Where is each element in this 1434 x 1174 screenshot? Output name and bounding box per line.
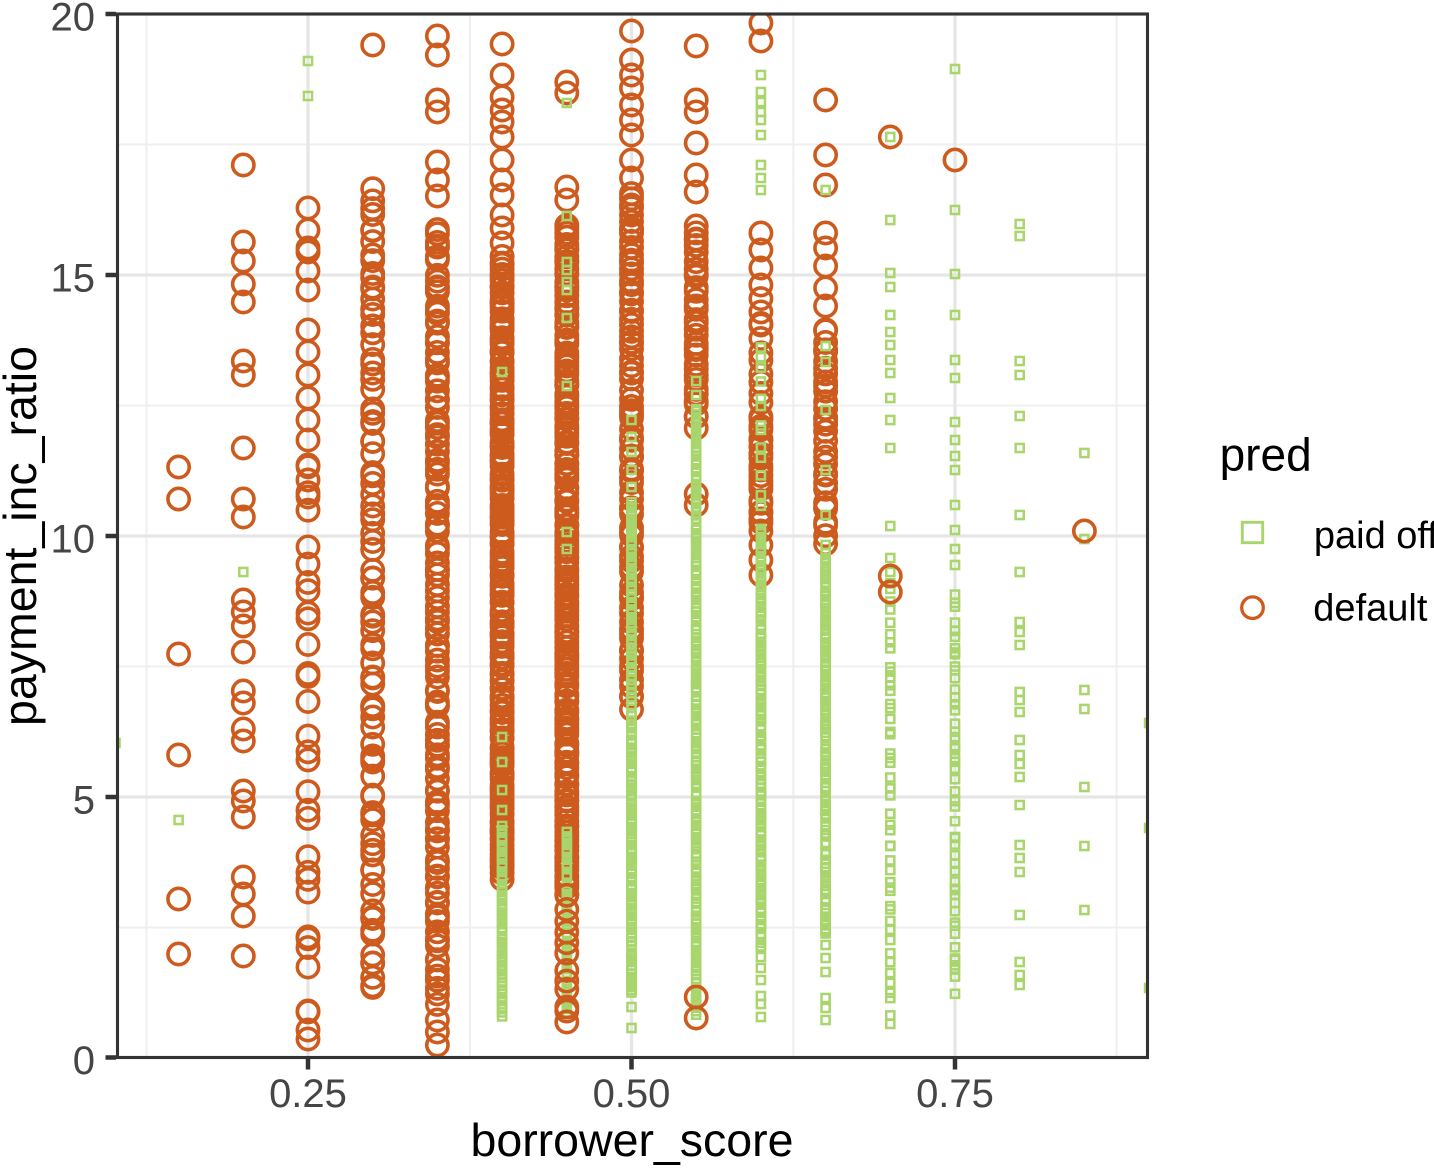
- svg-text:0.25: 0.25: [269, 1072, 347, 1116]
- svg-text:15: 15: [51, 256, 96, 300]
- svg-text:pred: pred: [1220, 429, 1312, 481]
- svg-text:0.75: 0.75: [916, 1072, 994, 1116]
- svg-text:default: default: [1313, 588, 1428, 630]
- svg-text:20: 20: [51, 0, 96, 39]
- svg-text:10: 10: [51, 517, 96, 561]
- svg-text:5: 5: [73, 778, 95, 822]
- svg-text:0: 0: [73, 1039, 95, 1083]
- svg-text:0.50: 0.50: [593, 1072, 671, 1116]
- svg-text:payment_inc_ratio: payment_inc_ratio: [0, 346, 46, 726]
- svg-text:borrower_score: borrower_score: [470, 1114, 793, 1166]
- svg-text:paid off: paid off: [1314, 515, 1434, 557]
